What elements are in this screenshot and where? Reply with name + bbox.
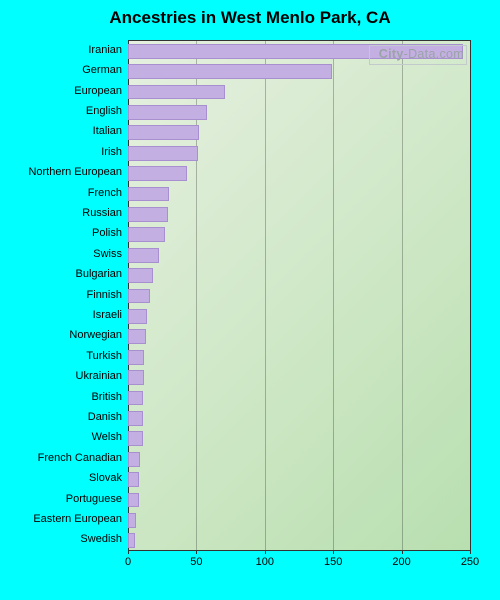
bar	[128, 64, 332, 79]
x-tick-label: 150	[318, 556, 348, 568]
bar	[128, 146, 198, 161]
y-tick-label: Iranian	[88, 44, 122, 56]
y-tick-label: Finnish	[87, 289, 122, 301]
bar	[128, 248, 159, 263]
watermark-text: City-Data.com	[379, 47, 464, 61]
bar	[128, 166, 187, 181]
bar	[128, 370, 144, 385]
bar	[128, 289, 150, 304]
plot-area: City-Data.com	[128, 40, 471, 551]
y-tick-label: English	[86, 105, 122, 117]
bar	[128, 207, 168, 222]
y-tick-label: European	[74, 85, 122, 97]
bar	[128, 472, 139, 487]
bar	[128, 452, 140, 467]
x-axis	[128, 550, 470, 551]
bar	[128, 493, 139, 508]
x-tick-label: 0	[113, 556, 143, 568]
bar	[128, 187, 169, 202]
y-tick-label: Northern European	[28, 166, 122, 178]
bar	[128, 227, 165, 242]
x-tick-label: 200	[387, 556, 417, 568]
x-tick-label: 250	[455, 556, 485, 568]
bar	[128, 309, 147, 324]
bar	[128, 329, 146, 344]
y-tick-label: British	[91, 391, 122, 403]
x-tick-mark	[470, 550, 471, 554]
y-tick-label: German	[82, 64, 122, 76]
y-tick-label: Ukrainian	[76, 370, 122, 382]
y-tick-label: French Canadian	[38, 452, 122, 464]
x-tick-label: 100	[250, 556, 280, 568]
bar	[128, 125, 199, 140]
chart-title: Ancestries in West Menlo Park, CA	[0, 0, 500, 28]
y-tick-label: Russian	[82, 207, 122, 219]
y-tick-label: Slovak	[89, 472, 122, 484]
x-tick-mark	[265, 550, 266, 554]
y-tick-label: Swiss	[93, 248, 122, 260]
bar	[128, 391, 143, 406]
bar	[128, 513, 136, 528]
y-tick-label: Danish	[88, 411, 122, 423]
bar	[128, 105, 207, 120]
y-tick-label: Eastern European	[33, 513, 122, 525]
y-tick-label: Turkish	[86, 350, 122, 362]
y-tick-label: Polish	[92, 227, 122, 239]
gridline	[265, 41, 266, 551]
y-tick-label: Welsh	[92, 431, 122, 443]
y-tick-label: Italian	[93, 125, 122, 137]
y-tick-label: Israeli	[93, 309, 122, 321]
watermark-part-data: -Data	[404, 47, 436, 61]
watermark-part-com: .com	[436, 47, 464, 61]
bar	[128, 350, 144, 365]
y-tick-label: Bulgarian	[76, 268, 122, 280]
gridline	[333, 41, 334, 551]
watermark-part-city: City	[379, 47, 404, 61]
x-tick-mark	[402, 550, 403, 554]
bar	[128, 411, 143, 426]
y-tick-label: Portuguese	[66, 493, 122, 505]
gridline	[402, 41, 403, 551]
y-tick-label: Swedish	[80, 533, 122, 545]
x-tick-mark	[128, 550, 129, 554]
x-tick-label: 50	[181, 556, 211, 568]
bar	[128, 85, 225, 100]
y-tick-label: French	[88, 187, 122, 199]
bar	[128, 268, 153, 283]
y-tick-label: Irish	[101, 146, 122, 158]
bar	[128, 533, 135, 548]
x-tick-mark	[333, 550, 334, 554]
x-tick-mark	[196, 550, 197, 554]
chart-container: Ancestries in West Menlo Park, CA City-D…	[0, 0, 500, 600]
bar	[128, 431, 143, 446]
y-tick-label: Norwegian	[69, 329, 122, 341]
